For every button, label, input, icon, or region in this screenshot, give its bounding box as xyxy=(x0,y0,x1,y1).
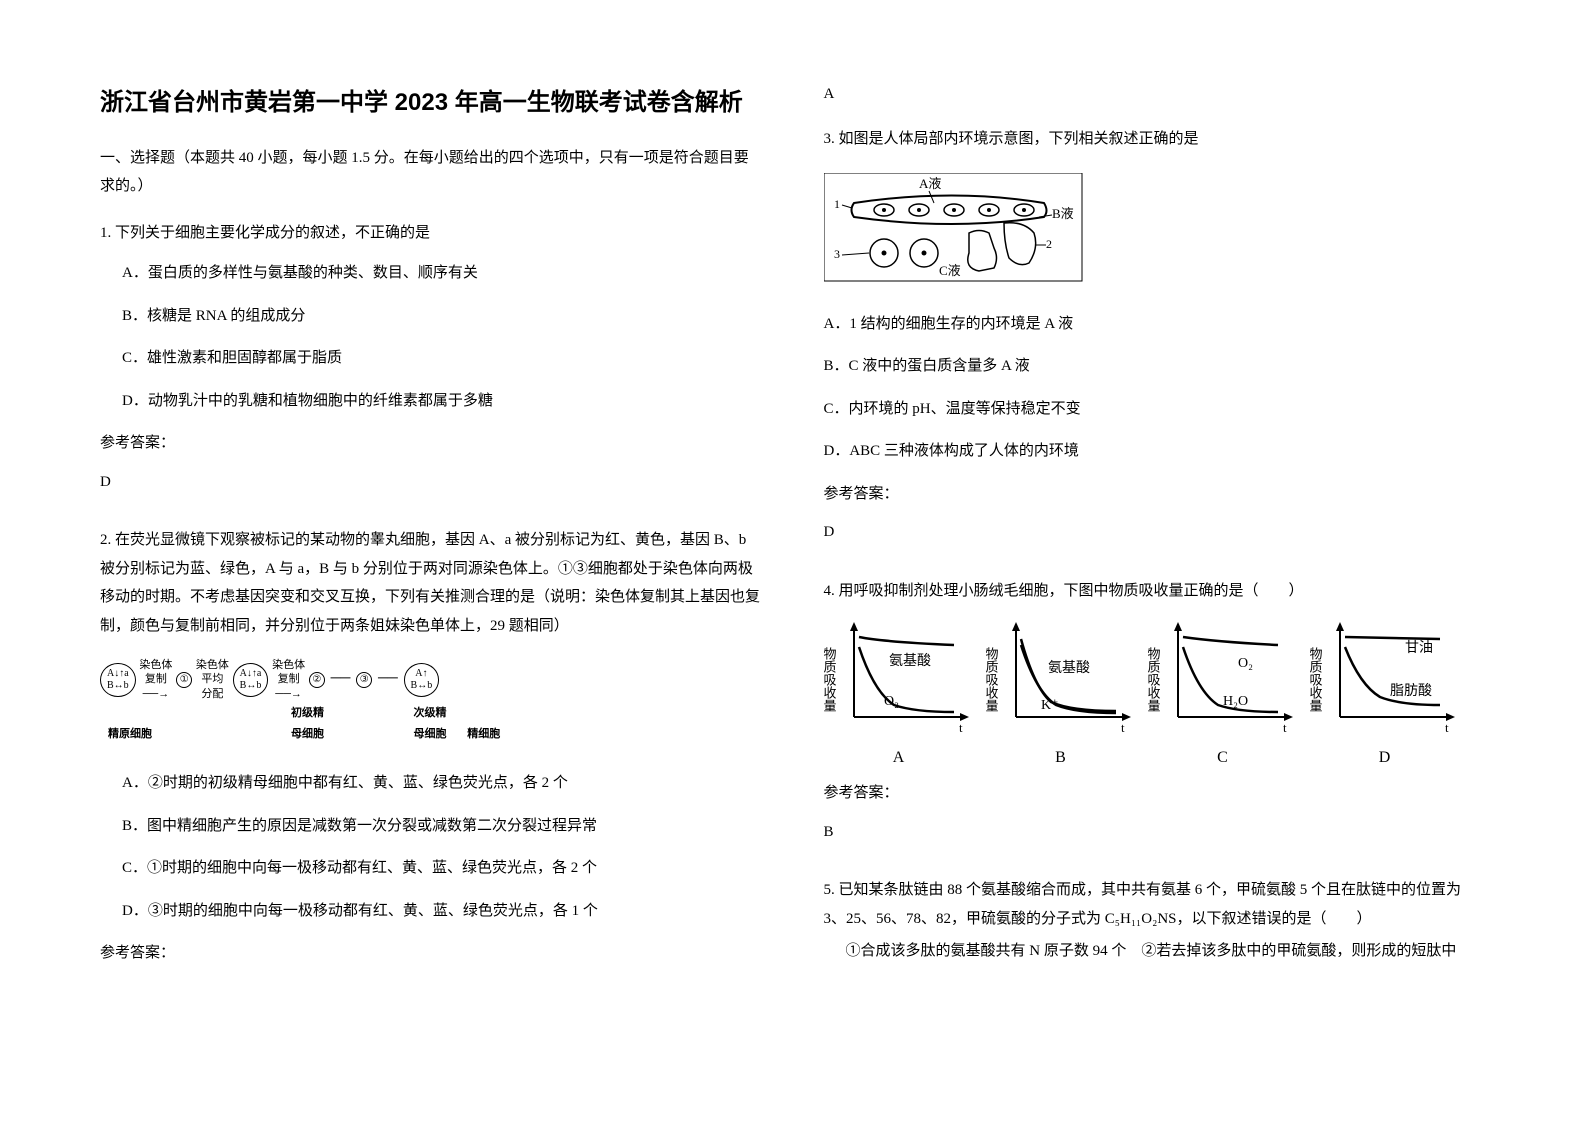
question-4: 4. 用呼吸抑制剂处理小肠绒毛细胞，下图中物质吸收量正确的是（ ） 物质吸收量 … xyxy=(824,577,1488,863)
q2-option-d: D．③时期的细胞中向每一极移动都有红、黄、蓝、绿色荧光点，各 1 个 xyxy=(100,897,764,926)
q3-option-d: D．ABC 三种液体构成了人体的内环境 xyxy=(824,437,1488,466)
q2-answer-label: 参考答案： xyxy=(100,939,764,968)
q2-label-3: 次级精母细胞 xyxy=(405,703,455,745)
q2-step2: 染色体平均分配 xyxy=(196,658,229,701)
title-prefix: 浙江省台州市黄岩第一中学 xyxy=(100,89,395,116)
question-3: 3. 如图是人体局部内环境示意图，下列相关叙述正确的是 A液 xyxy=(824,125,1488,563)
question-2: 2. 在荧光显微镜下观察被标记的某动物的睾丸细胞，基因 A、a 被分别标记为红、… xyxy=(100,526,764,978)
right-column: A 3. 如图是人体局部内环境示意图，下列相关叙述正确的是 xyxy=(824,80,1488,1082)
q2-diagram: A↓↑aB↔b 染色体复制──→ ① 染色体平均分配 A↓↑aB↔b 染色体复制… xyxy=(100,652,764,753)
question-1: 1. 下列关于细胞主要化学成分的叙述，不正确的是 A．蛋白质的多样性与氨基酸的种… xyxy=(100,219,764,513)
svg-text:t: t xyxy=(1283,720,1287,735)
q2-cell-2: A↓↑aB↔b xyxy=(233,663,269,697)
q3-diagram: A液 B液 C液 1 2 3 xyxy=(824,173,1084,283)
q5-text-2: ①合成该多肽的氨基酸共有 N 原子数 94 个 ②若去掉该多肽中的甲硫氨酸，则形… xyxy=(824,937,1488,966)
q2-label-1: 精原细胞 xyxy=(100,724,160,745)
q2-label-2: 初级精母细胞 xyxy=(283,703,333,745)
svg-text:脂肪酸: 脂肪酸 xyxy=(1390,683,1432,699)
svg-text:t: t xyxy=(1445,720,1449,735)
q2-circle-1: ① xyxy=(176,672,192,688)
page-title: 浙江省台州市黄岩第一中学 2023 年高一生物联考试卷含解析 xyxy=(100,80,764,126)
title-suffix: 年高一生物联考试卷含解析 xyxy=(448,89,743,116)
q4-label-c: C xyxy=(1148,743,1298,773)
q4-chart-c: 物质吸收量 O₂ H₂O t xyxy=(1148,617,1298,737)
q4-charts: 物质吸收量 氨基酸 O₂ t 物质吸收量 氨基酸 K⁺ xyxy=(824,617,1488,737)
q3-answer-label: 参考答案： xyxy=(824,480,1488,509)
q4-text: 4. 用呼吸抑制剂处理小肠绒毛细胞，下图中物质吸收量正确的是（ ） xyxy=(824,577,1488,606)
q3-label-b: B液 xyxy=(1052,206,1074,221)
svg-text:物质吸收量: 物质吸收量 xyxy=(986,647,999,712)
q3-option-c: C．内环境的 pH、温度等保持稳定不变 xyxy=(824,395,1488,424)
q2-option-c: C．①时期的细胞中向每一极移动都有红、黄、蓝、绿色荧光点，各 2 个 xyxy=(100,854,764,883)
svg-text:t: t xyxy=(959,720,963,735)
q4-answer-label: 参考答案： xyxy=(824,779,1488,808)
q4-label-d: D xyxy=(1310,743,1460,773)
q3-text: 3. 如图是人体局部内环境示意图，下列相关叙述正确的是 xyxy=(824,125,1488,154)
q3-label-1: 1 xyxy=(834,197,840,211)
svg-text:物质吸收量: 物质吸收量 xyxy=(1310,647,1323,712)
svg-text:t: t xyxy=(1121,720,1125,735)
q2-step3: 染色体复制──→ xyxy=(272,658,305,701)
q4-chart-b: 物质吸收量 氨基酸 K⁺ t xyxy=(986,617,1136,737)
svg-text:H₂O: H₂O xyxy=(1223,694,1248,709)
svg-text:氨基酸: 氨基酸 xyxy=(1048,659,1090,676)
q5-text-1: 5. 已知某条肽链由 88 个氨基酸缩合而成，其中共有氨基 6 个，甲硫氨酸 5… xyxy=(824,876,1488,933)
q1-answer-label: 参考答案： xyxy=(100,429,764,458)
q2-cell-3: A↑B↔b xyxy=(404,663,440,697)
svg-text:O₂: O₂ xyxy=(1238,656,1253,671)
q4-label-b: B xyxy=(986,743,1136,773)
q3-label-c: C液 xyxy=(939,263,961,278)
q2-label-4: 精细胞 xyxy=(459,724,509,745)
svg-text:氨基酸: 氨基酸 xyxy=(889,652,931,669)
left-column: 浙江省台州市黄岩第一中学 2023 年高一生物联考试卷含解析 一、选择题（本题共… xyxy=(100,80,764,1082)
title-year: 2023 xyxy=(395,89,448,116)
q4-chart-labels: A B C D xyxy=(824,743,1488,773)
svg-text:K⁺: K⁺ xyxy=(1041,698,1059,713)
q4-chart-a: 物质吸收量 氨基酸 O₂ t xyxy=(824,617,974,737)
q1-text: 1. 下列关于细胞主要化学成分的叙述，不正确的是 xyxy=(100,219,764,248)
q2-cell-1: A↓↑aB↔b xyxy=(100,663,136,697)
arrow-icon: ── xyxy=(378,666,398,693)
q4-answer: B xyxy=(824,818,1488,847)
q3-label-3: 3 xyxy=(834,247,840,261)
q2-answer: A xyxy=(824,80,1488,109)
question-5: 5. 已知某条肽链由 88 个氨基酸缩合而成，其中共有氨基 6 个，甲硫氨酸 5… xyxy=(824,876,1488,978)
q2-option-b: B．图中精细胞产生的原因是减数第一次分裂或减数第二次分裂过程异常 xyxy=(100,812,764,841)
q1-option-c: C．雄性激素和胆固醇都属于脂质 xyxy=(100,344,764,373)
q4-chart-d: 物质吸收量 甘油 脂肪酸 t xyxy=(1310,617,1460,737)
q1-answer: D xyxy=(100,468,764,497)
q1-option-d: D．动物乳汁中的乳糖和植物细胞中的纤维素都属于多糖 xyxy=(100,387,764,416)
q2-circle-2: ② xyxy=(309,672,325,688)
q2-text: 2. 在荧光显微镜下观察被标记的某动物的睾丸细胞，基因 A、a 被分别标记为红、… xyxy=(100,526,764,640)
q1-option-b: B．核糖是 RNA 的组成成分 xyxy=(100,302,764,331)
q3-label-a: A液 xyxy=(919,176,941,191)
svg-text:O₂: O₂ xyxy=(884,694,899,709)
q3-label-2: 2 xyxy=(1046,237,1052,251)
q2-circle-3: ③ xyxy=(356,672,372,688)
svg-text:物质吸收量: 物质吸收量 xyxy=(824,647,837,712)
q2-option-a: A．②时期的初级精母细胞中都有红、黄、蓝、绿色荧光点，各 2 个 xyxy=(100,769,764,798)
svg-text:物质吸收量: 物质吸收量 xyxy=(1148,647,1161,712)
section-1-header: 一、选择题（本题共 40 小题，每小题 1.5 分。在每小题给出的四个选项中，只… xyxy=(100,144,764,201)
q1-option-a: A．蛋白质的多样性与氨基酸的种类、数目、顺序有关 xyxy=(100,259,764,288)
arrow-icon: ── xyxy=(331,666,351,693)
q3-option-b: B．C 液中的蛋白质含量多 A 液 xyxy=(824,352,1488,381)
q3-option-a: A．1 结构的细胞生存的内环境是 A 液 xyxy=(824,310,1488,339)
q2-step1: 染色体复制──→ xyxy=(139,658,172,701)
q3-answer: D xyxy=(824,518,1488,547)
svg-text:甘油: 甘油 xyxy=(1405,640,1433,656)
q4-label-a: A xyxy=(824,743,974,773)
